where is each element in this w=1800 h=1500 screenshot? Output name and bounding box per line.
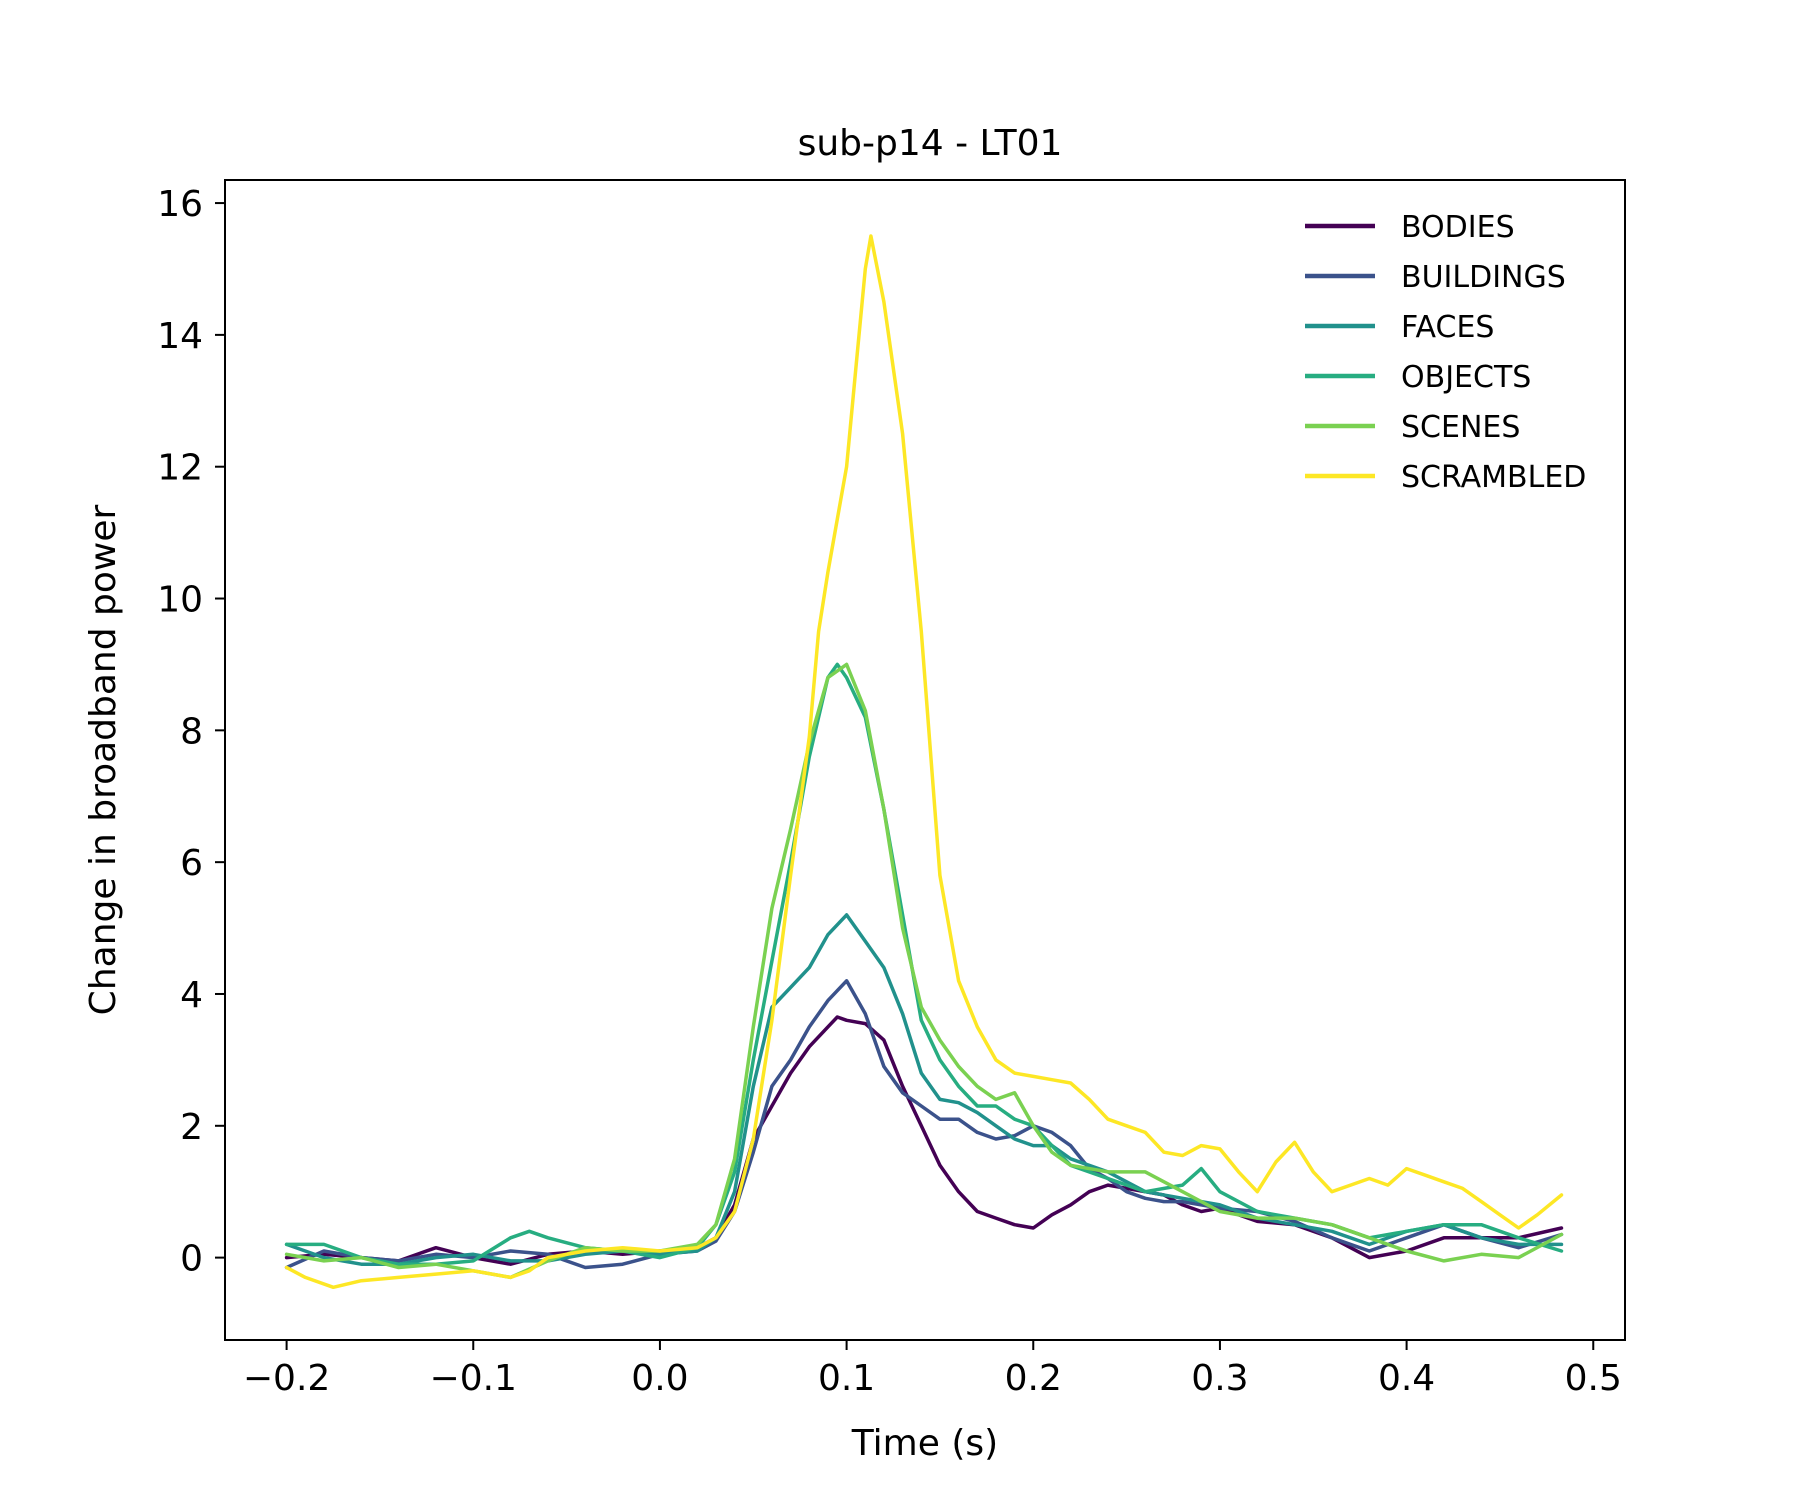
x-tick-label: 0.1: [818, 1358, 875, 1399]
legend: BODIES BUILDINGS FACES OBJECTS SCENES SCRAMBL…: [1305, 210, 1586, 495]
legend-label-buildings: BUILDINGS: [1401, 260, 1566, 295]
series-line-faces: [284, 913, 1564, 1266]
plot-frame: [224, 179, 1626, 1341]
y-tick-label: 12: [157, 448, 203, 489]
x-tick-label: −0.2: [243, 1358, 330, 1399]
legend-label-scrambled: SCRAMBLED: [1401, 460, 1586, 495]
x-tick-label: −0.1: [430, 1358, 517, 1399]
y-tick-label: 14: [157, 316, 203, 357]
x-axis: −0.2 −0.1 0.0 0.1 0.2 0.3 0.4 0.5: [243, 1340, 1622, 1399]
legend-label-objects: OBJECTS: [1401, 360, 1531, 395]
legend-label-scenes: SCENES: [1401, 410, 1520, 445]
x-axis-label: Time (s): [851, 1423, 998, 1464]
y-tick-label: 4: [180, 975, 203, 1016]
y-tick-label: 10: [157, 580, 203, 621]
y-tick-label: 6: [180, 843, 203, 884]
chart-title: sub-p14 - LT01: [798, 123, 1063, 164]
x-tick-label: 0.4: [1378, 1358, 1435, 1399]
y-tick-label: 8: [180, 711, 203, 752]
x-tick-label: 0.0: [631, 1358, 688, 1399]
plot-area: [284, 234, 1564, 1290]
y-axis-label: Change in broadband power: [83, 504, 124, 1015]
legend-label-bodies: BODIES: [1401, 210, 1515, 245]
series-line-scrambled: [284, 234, 1564, 1290]
y-tick-label: 2: [180, 1107, 203, 1148]
y-tick-label: 16: [157, 184, 203, 225]
x-tick-label: 0.2: [1005, 1358, 1062, 1399]
y-tick-label: 0: [180, 1239, 203, 1280]
y-axis: 0 2 4 6 8 10 12 14 16: [157, 184, 225, 1280]
legend-label-faces: FACES: [1401, 310, 1494, 345]
x-tick-label: 0.5: [1565, 1358, 1622, 1399]
x-tick-label: 0.3: [1191, 1358, 1248, 1399]
